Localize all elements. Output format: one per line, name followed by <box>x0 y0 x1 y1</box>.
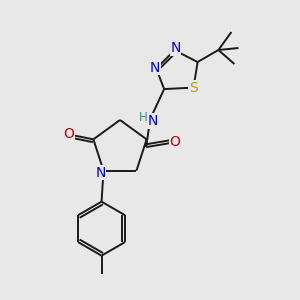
Text: N: N <box>170 41 181 55</box>
Text: N: N <box>150 61 160 75</box>
Text: H: H <box>139 111 148 124</box>
Text: N: N <box>95 166 106 180</box>
Text: N: N <box>148 114 158 128</box>
Text: S: S <box>189 81 198 94</box>
Text: O: O <box>170 135 181 149</box>
Text: O: O <box>63 127 74 141</box>
